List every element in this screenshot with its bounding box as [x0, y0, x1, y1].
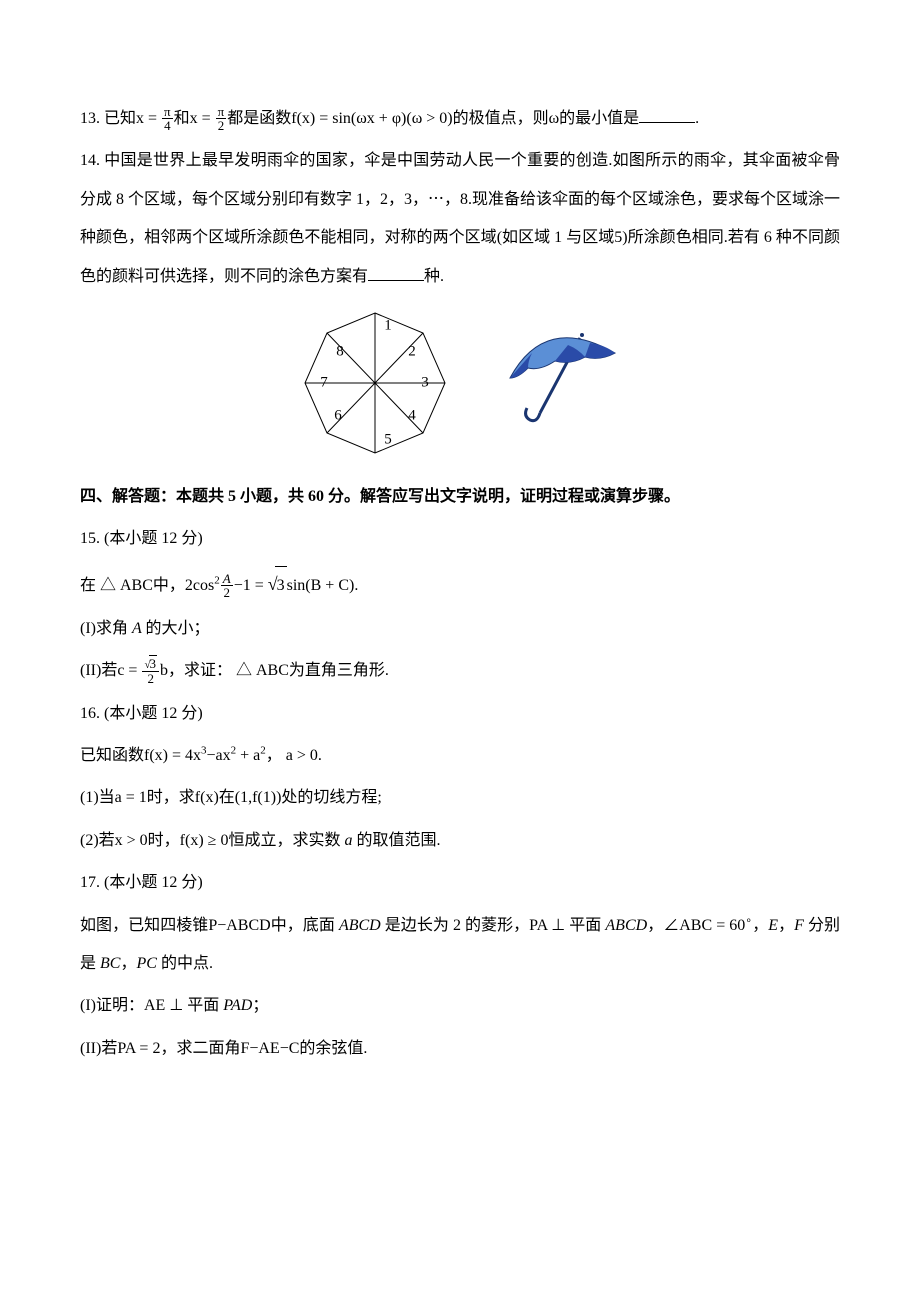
q17-l1-mid1: 是边长为 2 的菱形，PA ⊥ 平面 — [385, 917, 606, 934]
oct-num-5: 5 — [384, 431, 392, 448]
q14-figures: 1 2 3 4 5 6 7 8 — [80, 308, 840, 458]
q17-l1-mid4: ， — [778, 917, 794, 934]
q16-part2: (2)若x > 0时，f(x) ≥ 0恒成立，求实数 a 的取值范围. — [80, 822, 840, 860]
q17-pc: PC — [136, 955, 160, 972]
q16-l1c: + a — [236, 747, 260, 764]
q13-frac1: π4 — [162, 105, 173, 133]
q13-eq2: x = — [190, 110, 215, 127]
q17-abcd2: ABCD — [605, 917, 647, 934]
q13-suffix: . — [695, 110, 699, 127]
q17-pad: PAD — [223, 997, 252, 1014]
q16-p2-suffix: 的取值范围. — [356, 832, 440, 849]
q17-line1: 如图，已知四棱锥P−ABCD中，底面 ABCD 是边长为 2 的菱形，PA ⊥ … — [80, 907, 840, 984]
q13-and: 和 — [174, 110, 190, 127]
question-13: 13. 已知x = π4和x = π2都是函数f(x) = sin(ωx + φ… — [80, 100, 840, 138]
q17-part2: (II)若PA = 2，求二面角F−AE−C的余弦值. — [80, 1030, 840, 1068]
q17-l1-mid5: ， — [120, 955, 136, 972]
q15-mid: −1 = — [234, 577, 268, 594]
q16-line1: 已知函数f(x) = 4x3−ax2 + a2， a > 0. — [80, 737, 840, 775]
q15-frac-c-num: √3 — [142, 657, 159, 672]
q17-p1-suffix: ； — [252, 997, 268, 1014]
q15-expr: 2cos — [185, 577, 214, 594]
q13-frac2: π2 — [216, 105, 227, 133]
q15-suffix: sin(B + C). — [287, 577, 359, 594]
q17-f: F — [794, 917, 808, 934]
q15-sup2: 2 — [214, 574, 220, 586]
q16-part1: (1)当a = 1时，求f(x)在(1,f(1))处的切线方程; — [80, 779, 840, 817]
oct-num-4: 4 — [408, 407, 416, 424]
q15-part1: (I)求角 A 的大小； — [80, 610, 840, 648]
q17-l1-prefix: 如图，已知四棱锥P−ABCD中，底面 — [80, 917, 339, 934]
section-4-title: 四、解答题：本题共 5 小题，共 60 分。解答应写出文字说明，证明过程或演算步… — [80, 478, 840, 516]
q17-e: E — [768, 917, 778, 934]
oct-num-1: 1 — [384, 317, 392, 334]
q16-p2-italic: a — [344, 832, 356, 849]
q13-blank — [639, 104, 695, 123]
q16-p2-text: (2)若x > 0时，f(x) ≥ 0恒成立，求实数 — [80, 832, 344, 849]
umbrella-icon — [490, 323, 620, 443]
q17-p1-text: (I)证明：AE ⊥ 平面 — [80, 997, 223, 1014]
q15-header: 15. (本小题 12 分) — [80, 520, 840, 558]
q16-header: 16. (本小题 12 分) — [80, 695, 840, 733]
q15-prefix: 在 △ ABC中， — [80, 577, 185, 594]
q13-eq1: x = — [136, 110, 161, 127]
q15-p1-italic: A — [132, 620, 145, 637]
q16-l1d: ， a > 0. — [266, 747, 322, 764]
octagon-diagram: 1 2 3 4 5 6 7 8 — [300, 308, 450, 458]
q17-header: 17. (本小题 12 分) — [80, 864, 840, 902]
q17-part1: (I)证明：AE ⊥ 平面 PAD； — [80, 987, 840, 1025]
q13-mid: 都是函数f(x) = sin(ωx + φ)(ω > 0)的极值点，则ω的最小值… — [227, 110, 639, 127]
oct-num-7: 7 — [320, 374, 328, 391]
q14-text: 14. 中国是世界上最早发明雨伞的国家，伞是中国劳动人民一个重要的创造.如图所示… — [80, 152, 840, 284]
q15-line1: 在 △ ABC中，2cos2A2−1 = √3sin(B + C). — [80, 563, 840, 606]
q17-l1-mid3: ， — [752, 917, 768, 934]
oct-num-6: 6 — [334, 407, 342, 424]
q15-frac-a2: A2 — [221, 572, 233, 600]
q15-part2: (II)若c = √32b，求证： △ ABC为直角三角形. — [80, 652, 840, 690]
question-14: 14. 中国是世界上最早发明雨伞的国家，伞是中国劳动人民一个重要的创造.如图所示… — [80, 142, 840, 296]
oct-num-8: 8 — [336, 343, 344, 360]
q16-l1a: 已知函数f(x) = 4x — [80, 747, 201, 764]
q17-bc: BC — [100, 955, 120, 972]
q13-prefix: 13. 已知 — [80, 110, 136, 127]
q16-l1b: −ax — [207, 747, 231, 764]
q17-l1-mid2: ，∠ABC = 60 — [647, 917, 745, 934]
q17-l1-end: 的中点. — [161, 955, 213, 972]
q17-abcd1: ABCD — [339, 917, 385, 934]
q14-blank — [368, 261, 424, 280]
q15-sqrt: √3 — [268, 563, 287, 606]
q15-p1-suffix: 的大小； — [145, 620, 209, 637]
q15-frac-c: √32 — [142, 657, 159, 686]
q15-p2-mid: b，求证： △ ABC为直角三角形. — [160, 662, 389, 679]
oct-num-2: 2 — [408, 343, 416, 360]
q15-p2-prefix: (II)若c = — [80, 662, 141, 679]
q14-suffix: 种. — [424, 268, 444, 285]
q15-p1-text: (I)求角 — [80, 620, 132, 637]
oct-num-3: 3 — [421, 374, 429, 391]
